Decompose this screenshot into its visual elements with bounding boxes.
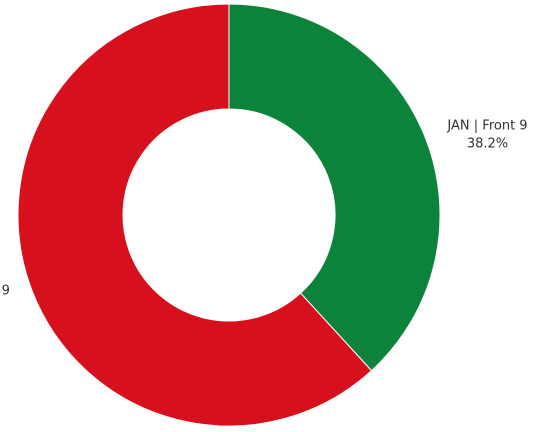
donut-slice-label-2: JAN | Back 961.8%	[0, 284, 10, 317]
donut-slice-label-1: JAN | Front 9 38.2%	[446, 118, 527, 151]
donut-slice-label-value: 38.2%	[467, 136, 508, 151]
donut-slice-2[interactable]	[17, 3, 373, 427]
donut-slice-label-name: JAN | Back 9	[0, 284, 10, 299]
donut-labels: JAN | Front 9 38.2% JAN | Back 961.8%	[0, 118, 528, 317]
donut-slice-1[interactable]	[228, 3, 441, 372]
donut-slice-label-name: JAN | Front 9	[446, 118, 527, 133]
donut-slices	[17, 3, 441, 427]
